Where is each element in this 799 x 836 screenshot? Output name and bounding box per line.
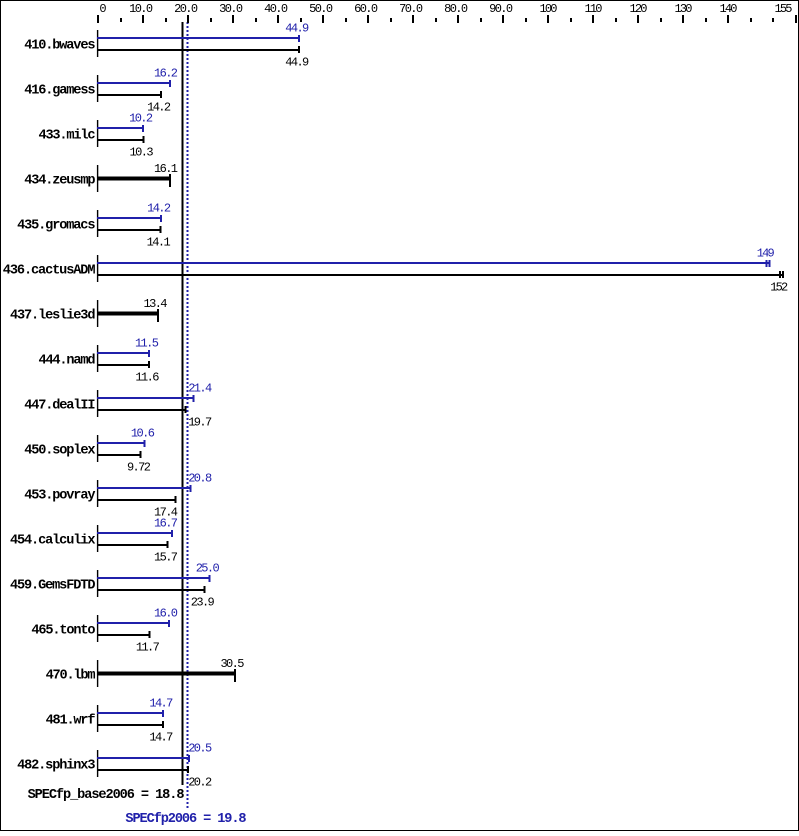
svg-text:110: 110 (585, 2, 603, 16)
svg-text:16.1: 16.1 (154, 162, 178, 176)
svg-text:434.zeusmp: 434.zeusmp (24, 174, 95, 189)
svg-text:25.0: 25.0 (196, 562, 220, 576)
svg-text:459.GemsFDTD: 459.GemsFDTD (10, 579, 96, 594)
svg-text:20.0: 20.0 (174, 2, 198, 16)
svg-text:482.sphinx3: 482.sphinx3 (17, 759, 95, 774)
svg-text:30.5: 30.5 (220, 657, 244, 671)
svg-text:14.7: 14.7 (149, 697, 173, 711)
svg-text:447.dealII: 447.dealII (24, 399, 95, 414)
svg-text:130: 130 (675, 2, 693, 16)
svg-text:120: 120 (630, 2, 648, 16)
svg-text:155: 155 (775, 2, 793, 16)
svg-text:453.povray: 453.povray (24, 489, 95, 504)
svg-text:60.0: 60.0 (354, 2, 378, 16)
svg-text:436.cactusADM: 436.cactusADM (3, 264, 96, 279)
svg-text:0: 0 (99, 2, 106, 16)
svg-text:10.2: 10.2 (129, 112, 153, 126)
svg-text:20.2: 20.2 (188, 776, 212, 790)
svg-text:17.4: 17.4 (154, 506, 178, 520)
svg-text:481.wrf: 481.wrf (46, 714, 96, 729)
svg-text:437.leslie3d: 437.leslie3d (10, 309, 96, 324)
svg-text:433.milc: 433.milc (38, 129, 95, 144)
svg-text:44.9: 44.9 (285, 56, 309, 70)
svg-text:13.4: 13.4 (144, 297, 168, 311)
svg-text:450.soplex: 450.soplex (24, 444, 95, 459)
svg-text:70.0: 70.0 (399, 2, 423, 16)
svg-text:152: 152 (770, 281, 788, 295)
svg-text:16.2: 16.2 (154, 67, 178, 81)
svg-text:11.7: 11.7 (136, 641, 160, 655)
svg-text:40.0: 40.0 (264, 2, 288, 16)
svg-text:50.0: 50.0 (309, 2, 333, 16)
svg-text:11.5: 11.5 (135, 337, 159, 351)
svg-text:100: 100 (540, 2, 558, 16)
svg-text:14.2: 14.2 (147, 101, 171, 115)
svg-text:454.calculix: 454.calculix (10, 534, 96, 549)
svg-text:470.lbm: 470.lbm (46, 669, 96, 684)
svg-text:20.8: 20.8 (188, 472, 212, 486)
svg-text:11.6: 11.6 (135, 371, 159, 385)
svg-text:30.0: 30.0 (219, 2, 243, 16)
svg-text:21.4: 21.4 (188, 382, 212, 396)
svg-text:10.0: 10.0 (129, 2, 153, 16)
svg-text:23.9: 23.9 (191, 596, 215, 610)
svg-text:9.72: 9.72 (127, 461, 151, 475)
svg-text:10.6: 10.6 (131, 427, 155, 441)
svg-text:16.0: 16.0 (154, 607, 178, 621)
svg-text:410.bwaves: 410.bwaves (24, 39, 95, 54)
svg-text:465.tonto: 465.tonto (31, 624, 95, 639)
svg-text:149: 149 (757, 247, 775, 261)
svg-text:10.3: 10.3 (130, 146, 154, 160)
svg-text:14.1: 14.1 (147, 236, 171, 250)
svg-text:SPECfp_base2006 = 18.8: SPECfp_base2006 = 18.8 (28, 788, 185, 803)
svg-text:20.5: 20.5 (188, 742, 212, 756)
svg-text:16.7: 16.7 (154, 517, 178, 531)
svg-text:14.2: 14.2 (147, 202, 171, 216)
svg-text:140: 140 (720, 2, 738, 16)
svg-text:19.7: 19.7 (188, 416, 212, 430)
svg-text:80.0: 80.0 (444, 2, 468, 16)
svg-text:44.9: 44.9 (285, 22, 309, 36)
svg-text:14.7: 14.7 (149, 731, 173, 745)
svg-text:15.7: 15.7 (154, 551, 178, 565)
svg-text:SPECfp2006 = 19.8: SPECfp2006 = 19.8 (125, 812, 246, 827)
svg-text:90.0: 90.0 (489, 2, 513, 16)
svg-text:444.namd: 444.namd (38, 354, 95, 369)
svg-text:435.gromacs: 435.gromacs (17, 219, 95, 234)
svg-text:416.gamess: 416.gamess (24, 84, 95, 99)
